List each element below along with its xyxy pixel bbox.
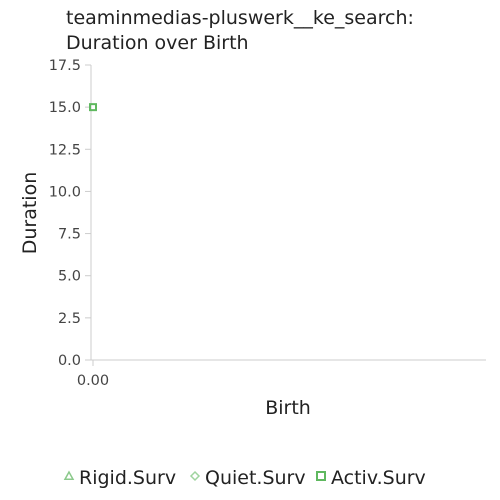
y-tick-label: 2.5	[58, 311, 81, 327]
legend-entry: Quiet.Surv	[205, 467, 306, 489]
y-tick-label: 7.5	[58, 227, 81, 243]
x-tick-label: 0.00	[77, 373, 109, 389]
legend-marker	[316, 471, 326, 481]
chart-title-line-1: teaminmedias-pluswerk__ke_search:	[66, 7, 414, 29]
legend-marker	[189, 470, 201, 482]
y-axis-label: Duration	[19, 172, 41, 255]
legend-entry: Activ.Surv	[331, 467, 426, 489]
legend-marker	[63, 470, 75, 480]
y-tick-label: 5.0	[58, 269, 81, 285]
data-points	[89, 103, 97, 112]
y-tick-label: 0.0	[58, 353, 81, 369]
x-axis: 0.00	[77, 359, 486, 389]
y-tick-label: 10.0	[49, 184, 81, 200]
y-tick-label: 17.5	[49, 58, 81, 74]
chart-title-line-2: Duration over Birth	[66, 32, 249, 54]
y-axis: 0.0 2.5 5.0 7.5 10.0 12.5 15.0 17.5	[49, 58, 92, 369]
x-axis-label: Birth	[265, 397, 311, 419]
y-tick-label: 15.0	[49, 100, 81, 116]
y-tick-label: 12.5	[49, 142, 81, 158]
legend: Rigid.Surv Quiet.Surv Activ.Surv	[63, 467, 426, 489]
data-point	[89, 103, 97, 112]
legend-entry: Rigid.Surv	[79, 467, 176, 489]
